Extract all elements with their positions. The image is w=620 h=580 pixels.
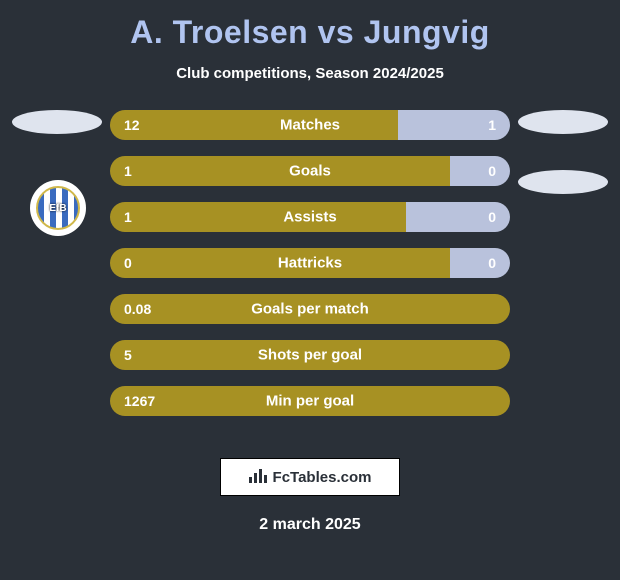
stat-value-right: 0	[488, 255, 496, 271]
stat-label: Hattricks	[278, 255, 342, 272]
comparison-panel: EfB 12 1 Matches 1 0 Goals 1 0 Assists 0 0 Hattrick…	[0, 110, 620, 440]
stat-value-left: 5	[124, 347, 132, 363]
stat-bar-left	[110, 202, 406, 232]
club-badge-icon: EfB	[36, 186, 80, 230]
stat-value-left: 1	[124, 209, 132, 225]
stat-value-left: 12	[124, 117, 140, 133]
stat-value-left: 1267	[124, 393, 155, 409]
date-label: 2 march 2025	[0, 516, 620, 534]
stat-label: Goals per match	[251, 301, 369, 318]
stat-bar-right	[450, 248, 510, 278]
brand-logo[interactable]: FcTables.com	[220, 458, 400, 496]
player-right-club-placeholder	[518, 170, 608, 194]
player-left-photo-placeholder	[12, 110, 102, 134]
stat-bars: 12 1 Matches 1 0 Goals 1 0 Assists 0 0 Hattricks 0.0…	[110, 110, 510, 432]
stat-bar-left	[110, 156, 450, 186]
chart-bars-icon	[249, 467, 267, 488]
stat-row: 0.08 Goals per match	[110, 294, 510, 324]
page-title: A. Troelsen vs Jungvig	[0, 0, 620, 51]
stat-row: 0 0 Hattricks	[110, 248, 510, 278]
stat-row: 1 0 Assists	[110, 202, 510, 232]
brand-text: FcTables.com	[273, 469, 372, 486]
page-subtitle: Club competitions, Season 2024/2025	[0, 65, 620, 82]
stat-row: 1267 Min per goal	[110, 386, 510, 416]
stat-bar-right	[450, 156, 510, 186]
stat-value-left: 0.08	[124, 301, 151, 317]
stat-row: 1 0 Goals	[110, 156, 510, 186]
stat-label: Matches	[280, 117, 340, 134]
stat-row: 12 1 Matches	[110, 110, 510, 140]
stat-value-right: 0	[488, 163, 496, 179]
stat-row: 5 Shots per goal	[110, 340, 510, 370]
stat-label: Assists	[283, 209, 336, 226]
stat-label: Shots per goal	[258, 347, 362, 364]
stat-value-left: 1	[124, 163, 132, 179]
stat-value-right: 0	[488, 209, 496, 225]
stat-label: Goals	[289, 163, 331, 180]
stat-label: Min per goal	[266, 393, 354, 410]
player-left-club-badge: EfB	[30, 180, 86, 236]
stat-bar-left	[110, 110, 398, 140]
stat-value-right: 1	[488, 117, 496, 133]
stat-value-left: 0	[124, 255, 132, 271]
player-right-photo-placeholder	[518, 110, 608, 134]
